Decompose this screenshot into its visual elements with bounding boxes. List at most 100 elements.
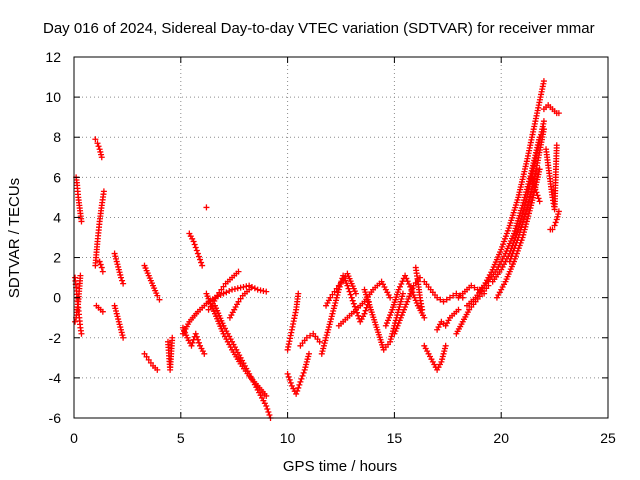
data-point (297, 378, 304, 385)
data-point (413, 300, 420, 307)
data-point (340, 276, 347, 283)
data-point (523, 218, 530, 225)
series-sat-m (179, 324, 208, 357)
data-point (95, 143, 102, 150)
data-point (507, 255, 514, 262)
data-point (319, 348, 326, 355)
data-point (520, 205, 527, 212)
series-sat-an (506, 126, 547, 265)
data-point (397, 301, 404, 308)
data-point (99, 308, 106, 315)
data-point (248, 284, 255, 291)
data-point (393, 325, 400, 332)
y-tick-label: 0 (53, 290, 61, 306)
data-point (116, 269, 123, 276)
data-point (197, 256, 204, 263)
data-point (117, 274, 124, 281)
data-point (220, 283, 227, 290)
data-point (115, 316, 122, 323)
data-point (296, 381, 303, 388)
data-point (329, 310, 336, 317)
data-point (527, 205, 534, 212)
data-point (96, 146, 103, 153)
data-point (92, 136, 99, 143)
data-point (195, 339, 202, 346)
data-point (254, 286, 261, 293)
data-point (383, 320, 390, 327)
data-point (362, 307, 369, 314)
data-point (349, 297, 356, 304)
y-tick-label: 10 (45, 89, 61, 105)
data-point (115, 318, 122, 325)
series-sat-ag (434, 306, 462, 333)
data-point (116, 321, 123, 328)
data-point (350, 300, 357, 307)
data-point (554, 213, 561, 220)
data-point (191, 241, 198, 248)
data-point (405, 281, 412, 288)
data-point (111, 302, 118, 309)
data-point (223, 289, 230, 296)
data-point (351, 303, 358, 310)
data-point (234, 285, 241, 292)
data-point (397, 298, 404, 305)
data-point (119, 332, 126, 339)
series-sat-f (93, 302, 106, 315)
data-point (96, 258, 103, 265)
data-point (328, 313, 335, 320)
data-point (384, 317, 391, 324)
data-point (555, 110, 562, 117)
data-point (333, 297, 340, 304)
data-point (333, 285, 340, 292)
data-point (397, 314, 404, 321)
data-point (111, 250, 118, 257)
series-sat-aq (547, 208, 562, 233)
data-point (113, 255, 120, 262)
series-sat-ap (543, 142, 560, 213)
series-sat-t (226, 284, 255, 321)
data-point (503, 230, 510, 237)
series-sat-o (203, 204, 210, 211)
data-point (117, 271, 124, 278)
data-point (540, 126, 547, 133)
data-point (396, 304, 403, 311)
data-point (195, 253, 202, 260)
series-sat-r (211, 302, 274, 421)
data-point (333, 294, 340, 301)
data-point (441, 345, 448, 352)
data-point (510, 247, 517, 254)
y-tick-label: -2 (49, 330, 62, 346)
data-point (442, 342, 449, 349)
data-point (528, 174, 535, 181)
x-tick-label: 0 (70, 430, 78, 446)
data-point (502, 233, 509, 240)
data-point (321, 340, 328, 347)
data-point (553, 142, 560, 149)
data-point (531, 183, 538, 190)
data-point (229, 286, 236, 293)
series-sat-aa (361, 286, 406, 353)
data-point (361, 310, 368, 317)
data-point (287, 379, 294, 386)
data-point (481, 290, 488, 297)
data-point (540, 118, 547, 125)
y-tick-label: -4 (49, 370, 62, 386)
data-point (335, 282, 342, 289)
data-point (399, 293, 406, 300)
data-point (294, 387, 301, 394)
data-point (327, 294, 334, 301)
data-point (387, 338, 394, 345)
y-tick-label: -6 (49, 410, 62, 426)
data-point (113, 310, 120, 317)
data-point (532, 186, 539, 193)
data-point (77, 272, 84, 279)
data-point (387, 336, 394, 343)
data-point (391, 330, 398, 337)
data-point (411, 294, 418, 301)
data-point (468, 282, 475, 289)
data-point (192, 330, 199, 337)
data-point (453, 290, 460, 297)
data-point (345, 285, 352, 292)
data-point (98, 151, 105, 158)
data-point (524, 215, 531, 222)
